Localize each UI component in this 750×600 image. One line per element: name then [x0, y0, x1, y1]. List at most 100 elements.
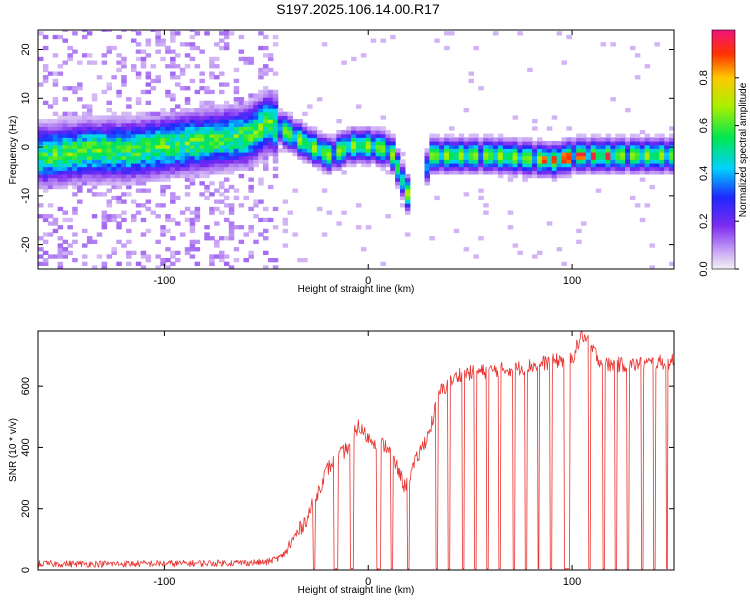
spectrogram-cell	[561, 144, 567, 149]
spectrogram-cell	[62, 122, 68, 127]
spectrogram-cell	[238, 49, 245, 54]
spectrogram-cell	[126, 239, 132, 244]
spectrogram-cell	[581, 170, 587, 175]
spectrogram-cell	[38, 148, 44, 153]
spectrogram-cell	[47, 151, 54, 157]
spectrogram-cell	[356, 141, 362, 146]
spectrogram-cell	[131, 159, 137, 164]
spectrogram-cell	[179, 115, 186, 120]
spectrogram-cell	[453, 137, 460, 142]
spectrogram-cell	[160, 111, 166, 116]
spectrogram-cell	[478, 155, 484, 160]
spectrogram-cell	[463, 141, 470, 146]
spectrogram-cell	[194, 155, 201, 160]
spectrogram-cell	[581, 155, 587, 160]
spectrogram-cell	[219, 192, 225, 197]
spectrogram-cell	[82, 111, 88, 116]
spectrogram-cell	[625, 155, 631, 160]
spectrogram-cell	[267, 184, 274, 190]
spectrogram-cell	[316, 166, 323, 171]
spectrogram-cell	[390, 155, 396, 160]
spectrogram-cell	[644, 159, 651, 164]
spectrogram-cell	[302, 155, 308, 160]
spectrogram-cell	[228, 133, 235, 138]
spectrogram-cell	[189, 210, 196, 215]
spectrogram-cell	[135, 170, 142, 175]
spectrogram-cell	[238, 126, 245, 131]
spectrogram-cell	[400, 173, 406, 179]
spectrogram-cell	[483, 162, 489, 168]
spectrogram-cell	[576, 148, 582, 153]
spectrogram-cell	[292, 151, 298, 157]
spectrogram-cell	[140, 126, 147, 131]
spectrogram-cell	[52, 177, 59, 182]
spectrogram-cell	[263, 265, 269, 269]
spectrogram-cell	[400, 170, 406, 175]
spectrogram-cell	[404, 210, 411, 215]
spectrogram-cell	[91, 137, 98, 142]
spectrogram-cell	[86, 31, 93, 36]
spectrogram-cell	[106, 49, 112, 54]
spectrogram-cell	[243, 162, 249, 168]
spectrogram-cell	[556, 155, 563, 160]
spectrogram-cell	[57, 261, 64, 266]
spectrogram-cell	[253, 122, 259, 127]
spectrogram-cell	[204, 173, 210, 179]
spectrogram-cell	[380, 126, 386, 131]
spectrogram-cell	[532, 119, 538, 124]
spectrogram-cell	[165, 137, 171, 142]
spectrogram-cell	[219, 155, 225, 160]
spectrogram-cell	[82, 119, 88, 124]
spectrogram-cell	[258, 122, 264, 127]
spectrogram-cell	[272, 34, 279, 40]
spectrogram-cell	[561, 155, 567, 160]
spectrogram-cell	[248, 141, 254, 146]
spectrogram-cell	[253, 130, 259, 135]
spectrogram-cell	[312, 151, 318, 157]
spectrogram-cell	[214, 151, 220, 157]
spectrogram-cell	[272, 104, 279, 109]
spectrogram-cell	[121, 126, 127, 131]
spectrogram-cell	[644, 133, 651, 138]
spectrogram-cell	[214, 148, 220, 153]
spectrogram-cell	[253, 115, 259, 120]
spectrogram-cell	[341, 162, 347, 168]
spectrogram-cell	[116, 89, 122, 95]
spectrogram-cell	[91, 122, 98, 127]
spectrogram-cell	[228, 130, 235, 135]
spectrogram-cell	[576, 144, 582, 149]
spectrogram-cell	[82, 126, 88, 131]
spectrogram-cell	[170, 148, 176, 153]
spectrogram-cell	[199, 133, 205, 138]
spectrogram-cell	[331, 162, 337, 168]
spectrogram-cell	[585, 170, 592, 175]
spectrogram-cell	[571, 162, 577, 168]
spectrogram-cell	[272, 108, 279, 113]
spectrogram-cell	[541, 151, 548, 157]
spectrogram-cell	[62, 181, 68, 186]
spectrogram-cell	[86, 188, 93, 193]
spectrogram-cell	[522, 166, 528, 171]
spectrogram-cell	[150, 177, 156, 182]
spectrogram-cell	[625, 144, 631, 149]
spectrogram-cell	[199, 151, 205, 157]
spectrogram-cell	[140, 141, 147, 146]
spectrogram-cell	[77, 166, 83, 171]
spectrogram-cell	[121, 177, 127, 182]
spectrogram-cell	[263, 130, 269, 135]
spectrogram-cell	[336, 141, 342, 146]
spectrogram-cell	[590, 137, 597, 142]
spectrogram-cell	[277, 119, 284, 124]
spectrogram-cell	[223, 177, 230, 182]
spectrogram-cell	[86, 159, 93, 164]
spectrogram-cell	[233, 119, 240, 124]
spectrogram-cell	[77, 133, 83, 138]
spectrogram-cell	[209, 122, 215, 127]
spectrogram-cell	[155, 38, 161, 43]
spectrogram-cell	[140, 159, 147, 164]
spectrogram-cell	[106, 181, 112, 186]
spectrogram-cell	[576, 162, 582, 168]
spectrogram-cell	[204, 225, 210, 230]
spectrogram-cell	[263, 104, 269, 109]
spectrogram-cell	[297, 126, 303, 131]
